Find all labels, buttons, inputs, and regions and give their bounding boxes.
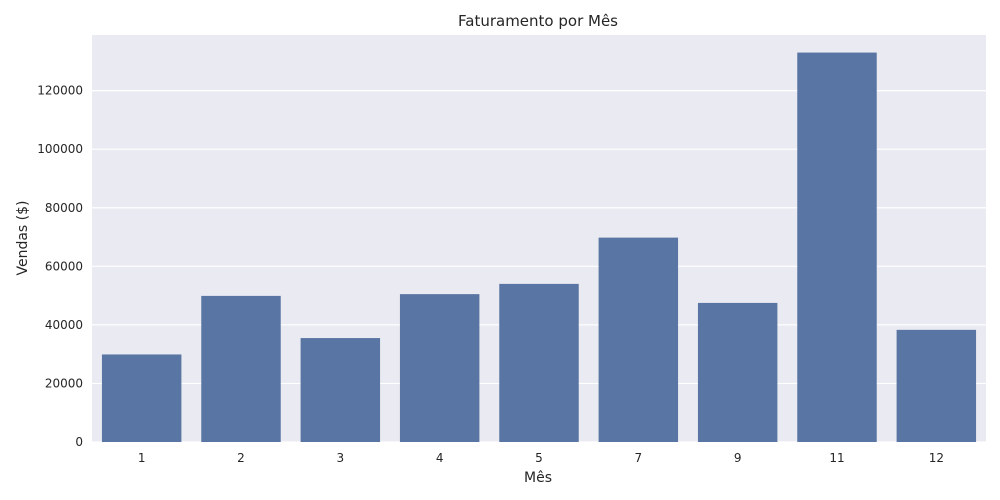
- y-tick-labels: 0 20000 40000 60000 80000 100000 120000: [37, 84, 83, 449]
- chart-title: Faturamento por Mês: [458, 12, 618, 30]
- x-tick-label: 5: [535, 451, 543, 465]
- x-tick-label: 3: [337, 451, 345, 465]
- bar-month-7: [598, 237, 679, 442]
- bar-month-3: [300, 338, 381, 442]
- x-tick-label: 12: [929, 451, 944, 465]
- bar-month-2: [201, 295, 281, 442]
- bar-month-9: [697, 302, 778, 442]
- y-tick-label: 60000: [45, 259, 83, 273]
- x-axis-label: Mês: [524, 470, 552, 486]
- bar-month-1: [101, 354, 182, 442]
- x-tick-label: 11: [829, 451, 844, 465]
- y-tick-label: 100000: [37, 142, 83, 156]
- bars: [101, 52, 977, 442]
- bar-month-12: [896, 329, 977, 442]
- x-tick-label: 7: [635, 451, 643, 465]
- y-tick-label: 20000: [45, 376, 83, 390]
- x-tick-labels: 1 2 3 4 5 7 9 11 12: [138, 451, 944, 465]
- x-tick-label: 2: [237, 451, 245, 465]
- y-tick-label: 120000: [37, 84, 83, 98]
- bar-month-5: [499, 283, 579, 442]
- x-tick-label: 4: [436, 451, 444, 465]
- y-tick-label: 0: [75, 435, 83, 449]
- y-tick-label: 80000: [45, 201, 83, 215]
- x-tick-label: 1: [138, 451, 146, 465]
- x-tick-label: 9: [734, 451, 742, 465]
- y-tick-label: 40000: [45, 318, 83, 332]
- bar-month-11: [797, 52, 877, 442]
- y-axis-label: Vendas ($): [15, 200, 31, 275]
- bar-month-4: [399, 294, 480, 442]
